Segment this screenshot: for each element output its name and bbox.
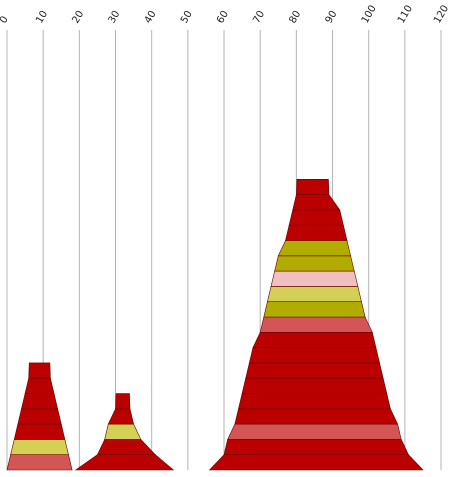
stack-layer: [252, 331, 377, 348]
stack-layer: [274, 255, 355, 272]
stack-3: [208, 179, 424, 471]
x-tick-label: 90: [324, 9, 340, 26]
stack-layer: [21, 393, 59, 410]
stack-layer: [223, 439, 409, 456]
stack-layer: [13, 423, 66, 440]
x-tick-label: 60: [215, 9, 231, 26]
x-tick-label: 40: [143, 9, 159, 26]
stack-layer: [6, 454, 73, 471]
stack-layer: [259, 316, 373, 333]
stack-layer: [28, 362, 51, 379]
stack-layer: [227, 423, 402, 440]
stack-layer: [277, 240, 351, 257]
x-tick-label: 20: [70, 9, 86, 26]
stack-layer: [74, 454, 175, 471]
x-tick-label: 30: [107, 9, 123, 26]
stack-layer: [24, 377, 55, 394]
stack-layer: [245, 362, 384, 379]
stack-layer: [263, 301, 366, 318]
x-tick-label: 120: [432, 3, 451, 25]
x-tick-label: 50: [179, 9, 195, 26]
stack-layer: [248, 347, 380, 364]
stack-layer: [296, 179, 330, 195]
stack-layer: [17, 408, 62, 425]
stack-layer: [104, 423, 142, 440]
x-tick-label: 0: [0, 14, 11, 25]
stack-layer: [241, 377, 388, 394]
x-tick-label: 80: [287, 9, 303, 26]
stack-layer: [270, 270, 359, 287]
x-tick-label: 100: [360, 3, 379, 25]
stack-layer: [10, 439, 69, 456]
tick-label-layer: 0 10 20 30 40 50 60 70 80 90 100 110 120: [0, 3, 451, 25]
stack-1: [6, 362, 73, 471]
stack-2: [74, 393, 175, 471]
stack-layer: [285, 224, 348, 241]
stack-layer: [267, 286, 362, 303]
x-tick-label: 70: [251, 9, 267, 26]
stack-layer: [208, 454, 424, 471]
x-tick-label: 10: [34, 9, 50, 26]
stack-layer: [107, 408, 134, 425]
stack-layer: [238, 393, 391, 410]
stack-layer: [288, 209, 344, 226]
stack-layer: [115, 393, 131, 410]
stack-layer: [234, 408, 399, 425]
x-tick-label: 110: [396, 3, 415, 25]
bar-layer: [6, 179, 424, 471]
stack-layer: [96, 439, 156, 456]
